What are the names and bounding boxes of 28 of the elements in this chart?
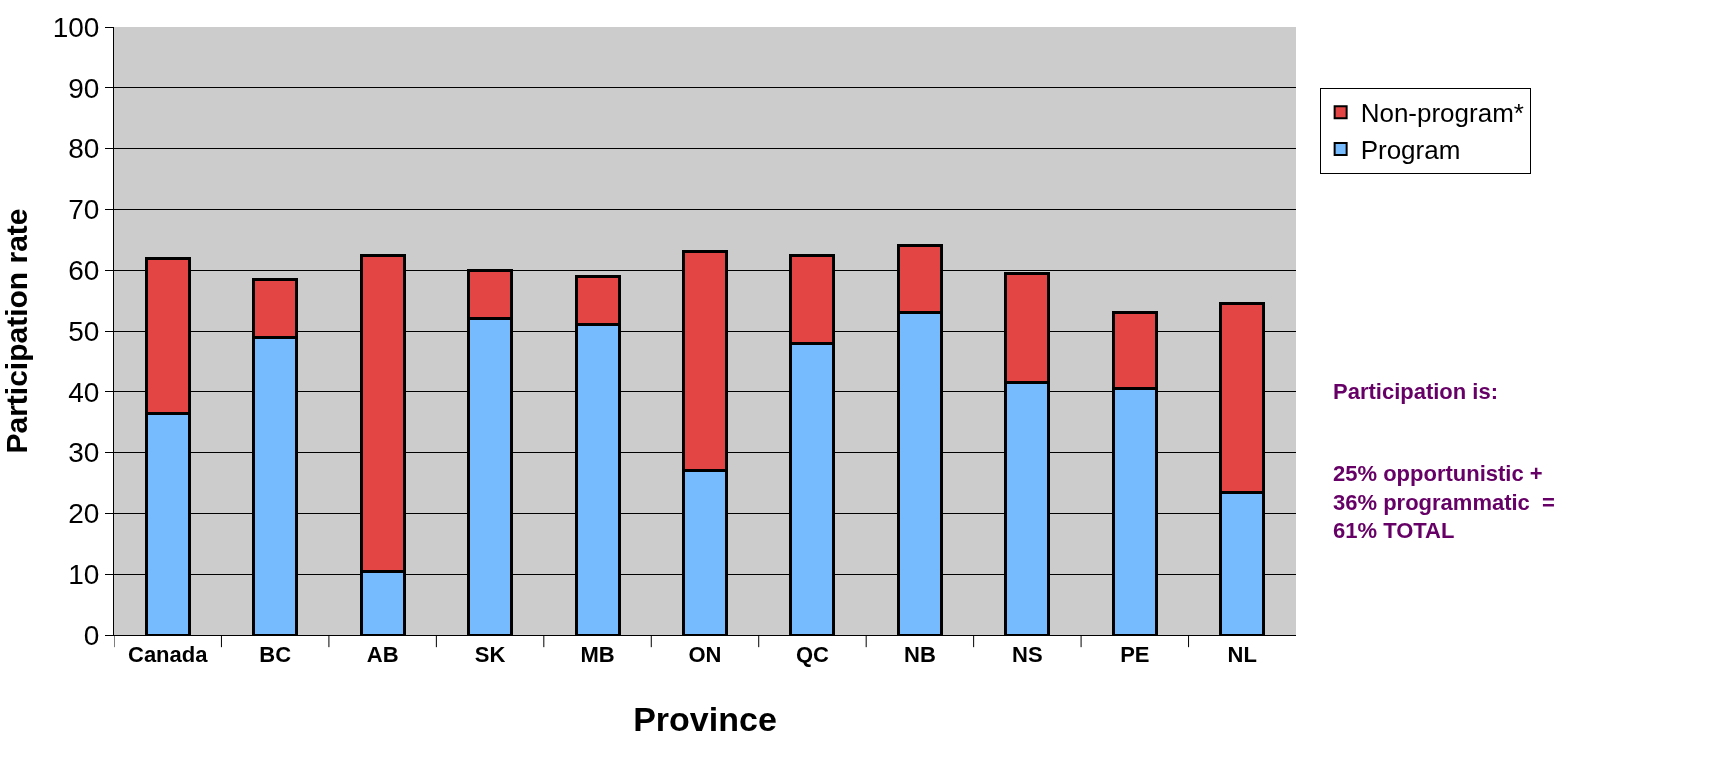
x-tick-label: PE	[1120, 642, 1150, 668]
x-tick-label: NB	[904, 642, 936, 668]
x-tick-label: SK	[474, 642, 506, 668]
x-tick-label: BC	[259, 642, 292, 668]
y-tick-label: 70	[68, 194, 100, 226]
x-tick-label: AB	[366, 642, 399, 668]
y-tick-label: 50	[68, 315, 100, 347]
x-tick-label: NS	[1012, 642, 1043, 668]
y-tick-label: 60	[68, 255, 100, 286]
x-tick-label: Canada	[127, 642, 209, 668]
legend-label: Program	[1360, 135, 1461, 166]
text: Participation is:	[1333, 379, 1499, 404]
y-tick-label: 20	[68, 498, 100, 530]
x-tick-label: QC	[795, 642, 830, 668]
x-tick-label: NL	[1227, 642, 1257, 668]
y-tick-label: 100	[52, 11, 100, 43]
y-tick-label: 90	[68, 72, 100, 104]
x-tick-label: ON	[688, 642, 722, 668]
y-tick-label: 0	[83, 619, 100, 651]
y-axis-title: Participation rate	[0, 208, 33, 454]
y-tick-label: 30	[68, 437, 100, 469]
y-tick-label: 80	[68, 133, 100, 165]
y-tick-label: 40	[68, 376, 100, 408]
legend-label: Non-program*	[1360, 98, 1524, 129]
x-tick-label: MB	[580, 642, 615, 668]
text: 25% opportunistic + 36% programmatic = 61% TOTAL	[1333, 461, 1555, 544]
y-tick-label: 10	[68, 559, 100, 590]
x-axis-title: Province	[633, 699, 777, 738]
